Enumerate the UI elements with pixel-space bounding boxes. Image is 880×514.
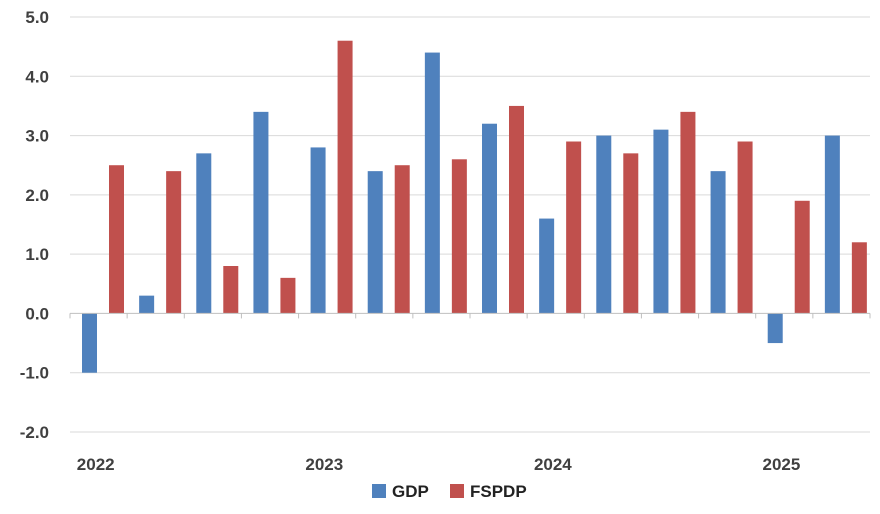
bar-gdp-6 — [424, 52, 440, 314]
bar-gdp-10 — [653, 129, 669, 314]
bar-gdp-7 — [482, 123, 497, 314]
bar-fspdp-12 — [794, 200, 810, 314]
bar-fspdp-10 — [680, 111, 696, 314]
y-tick-label: 1.0 — [25, 245, 49, 264]
bar-fspdp-1 — [166, 171, 182, 314]
bar-gdp-2 — [196, 153, 212, 314]
bar-gdp-11 — [710, 171, 726, 314]
bar-fspdp-11 — [737, 141, 753, 314]
bar-gdp-8 — [539, 218, 555, 314]
y-axis-ticks: 5.0 4.0 3.0 2.0 1.0 0.0 -1.0 -2.0 — [20, 8, 49, 442]
y-tick-label: 5.0 — [25, 8, 49, 27]
zero-axis — [69, 312, 871, 319]
bar-fspdp-13 — [851, 242, 867, 314]
bar-gdp-13 — [824, 135, 840, 314]
legend-swatch-gdp — [372, 484, 386, 498]
bar-fspdp-2 — [223, 266, 239, 314]
bar-gdp-9 — [596, 135, 612, 314]
y-tick-label: 2.0 — [25, 186, 49, 205]
bar-fspdp-8 — [566, 141, 582, 314]
bar-fspdp-6 — [451, 159, 467, 314]
legend: GDP FSPDP — [372, 482, 527, 501]
bar-gdp-0 — [82, 313, 97, 373]
y-tick-label: -2.0 — [20, 423, 49, 442]
bar-fspdp-7 — [509, 105, 524, 314]
bar-fspdp-9 — [623, 153, 639, 314]
bar-gdp-1 — [139, 295, 155, 314]
x-tick-label: 2023 — [305, 455, 343, 474]
legend-swatch-fspdp — [450, 484, 464, 498]
y-tick-label: 0.0 — [25, 304, 49, 323]
bar-gdp-12 — [767, 313, 783, 344]
x-tick-label: 2022 — [77, 455, 115, 474]
bar-gdp-3 — [253, 111, 269, 314]
x-axis-ticks: 2022 2023 2024 2025 — [77, 455, 801, 474]
bar-fspdp-4 — [337, 40, 353, 314]
x-tick-label: 2025 — [763, 455, 801, 474]
y-tick-label: -1.0 — [20, 364, 49, 383]
bar-fspdp-5 — [394, 165, 410, 314]
y-tick-label: 3.0 — [25, 127, 49, 146]
bars — [82, 40, 867, 373]
bar-fspdp-0 — [109, 165, 124, 314]
legend-label-fspdp: FSPDP — [470, 482, 527, 501]
y-tick-label: 4.0 — [25, 67, 49, 86]
bar-gdp-4 — [310, 147, 326, 314]
x-tick-label: 2024 — [534, 455, 572, 474]
bar-gdp-5 — [367, 171, 383, 314]
bar-fspdp-3 — [280, 277, 296, 314]
legend-label-gdp: GDP — [392, 482, 429, 501]
